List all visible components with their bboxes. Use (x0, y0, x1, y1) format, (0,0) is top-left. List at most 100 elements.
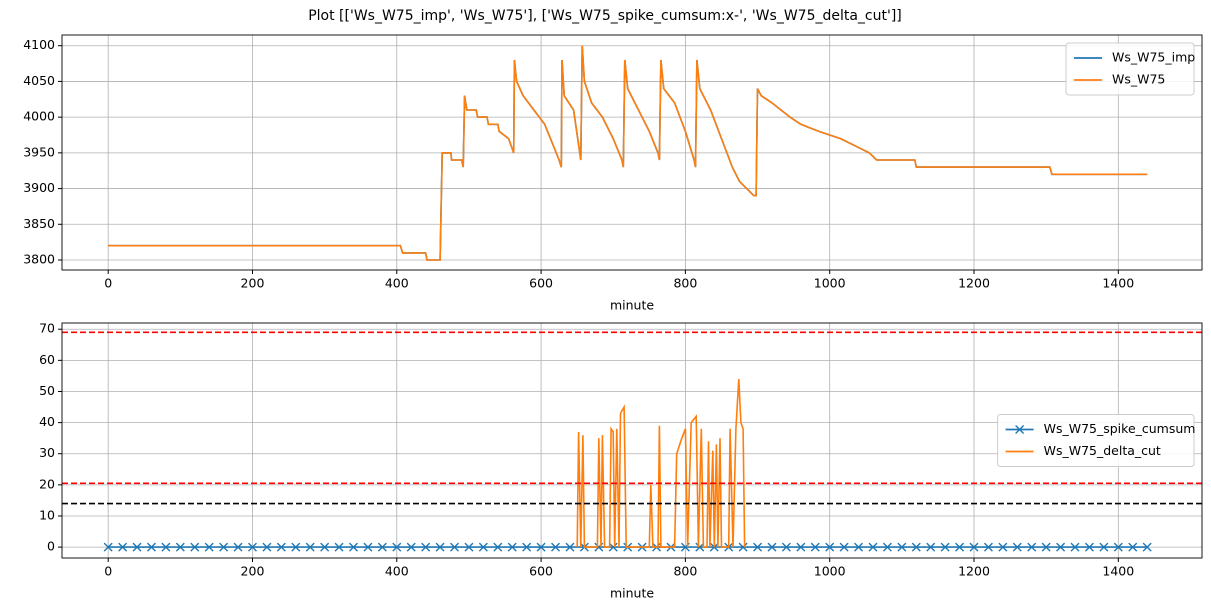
marker (854, 542, 864, 552)
marker (276, 542, 286, 552)
y-tick-label: 30 (39, 445, 55, 460)
y-tick-label: 4050 (23, 73, 55, 88)
marker (305, 542, 315, 552)
marker (247, 542, 257, 552)
y-tick-label: 3950 (23, 144, 55, 159)
marker (450, 542, 460, 552)
marker (118, 542, 128, 552)
marker (478, 542, 488, 552)
marker (536, 542, 546, 552)
marker (810, 542, 820, 552)
y-tick-label: 60 (39, 352, 55, 367)
marker (334, 542, 344, 552)
legend-label: Ws_W75_imp (1112, 50, 1195, 65)
x-tick-label: 1200 (958, 564, 990, 579)
marker (464, 542, 474, 552)
marker (132, 542, 142, 552)
marker (493, 542, 503, 552)
legend-label: Ws_W75_spike_cumsum (1044, 421, 1196, 436)
y-tick-label: 20 (39, 476, 55, 491)
x-axis-label: minute (610, 298, 654, 313)
x-tick-label: 600 (529, 564, 553, 579)
marker (291, 542, 301, 552)
x-tick-label: 1200 (958, 276, 990, 291)
marker (897, 542, 907, 552)
y-tick-label: 3850 (23, 216, 55, 231)
legend-label: Ws_W75_delta_cut (1044, 443, 1161, 458)
marker (392, 542, 402, 552)
marker (146, 542, 156, 552)
axes-frame (61, 322, 1203, 559)
marker (738, 542, 748, 552)
y-tick-label: 3900 (23, 180, 55, 195)
marker (1113, 542, 1123, 552)
marker (796, 542, 806, 552)
marker (262, 542, 272, 552)
marker (753, 542, 763, 552)
marker (955, 542, 965, 552)
marker (767, 542, 777, 552)
marker (348, 542, 358, 552)
marker (868, 542, 878, 552)
marker (377, 542, 387, 552)
y-tick-label: 4100 (23, 37, 55, 52)
marker (1012, 542, 1022, 552)
y-tick-label: 40 (39, 414, 55, 429)
x-tick-label: 400 (385, 276, 409, 291)
x-tick-label: 1000 (814, 276, 846, 291)
marker (233, 542, 243, 552)
marker (363, 542, 373, 552)
series-line (576, 378, 746, 548)
y-tick-label: 3800 (23, 252, 55, 267)
marker (103, 542, 113, 552)
x-tick-label: 200 (241, 276, 265, 291)
marker (161, 542, 171, 552)
marker (551, 542, 561, 552)
legend-box (997, 414, 1195, 467)
marker (565, 542, 575, 552)
marker (1041, 542, 1051, 552)
marker (435, 542, 445, 552)
marker (998, 542, 1008, 552)
y-tick-label: 4000 (23, 109, 55, 124)
y-tick-label: 70 (39, 321, 55, 336)
figure-title: Plot [['Ws_W75_imp', 'Ws_W75'], ['Ws_W75… (308, 8, 902, 24)
marker (1099, 542, 1109, 552)
x-tick-label: 0 (104, 276, 112, 291)
marker (983, 542, 993, 552)
marker (608, 542, 618, 552)
series-line (108, 45, 1148, 261)
x-tick-label: 800 (673, 276, 697, 291)
marker (1128, 542, 1138, 552)
marker (825, 542, 835, 552)
marker (940, 542, 950, 552)
x-axis-label: minute (610, 586, 654, 601)
x-tick-label: 200 (241, 564, 265, 579)
legend-marker (1015, 425, 1025, 434)
marker (421, 542, 431, 552)
marker (839, 542, 849, 552)
marker (406, 542, 416, 552)
marker (1084, 542, 1094, 552)
x-tick-label: 800 (673, 564, 697, 579)
x-tick-label: 400 (385, 564, 409, 579)
legend-box (1065, 42, 1195, 96)
marker (695, 542, 705, 552)
marker (1142, 542, 1152, 552)
x-tick-label: 1000 (814, 564, 846, 579)
x-tick-label: 600 (529, 276, 553, 291)
x-tick-label: 1400 (1102, 564, 1134, 579)
marker (882, 542, 892, 552)
marker (1056, 542, 1066, 552)
marker (1027, 542, 1037, 552)
marker (204, 542, 214, 552)
marker (926, 542, 936, 552)
marker (320, 542, 330, 552)
axes-frame (61, 34, 1203, 271)
marker (969, 542, 979, 552)
marker (522, 542, 532, 552)
y-tick-label: 0 (47, 539, 55, 554)
marker (190, 542, 200, 552)
marker (911, 542, 921, 552)
